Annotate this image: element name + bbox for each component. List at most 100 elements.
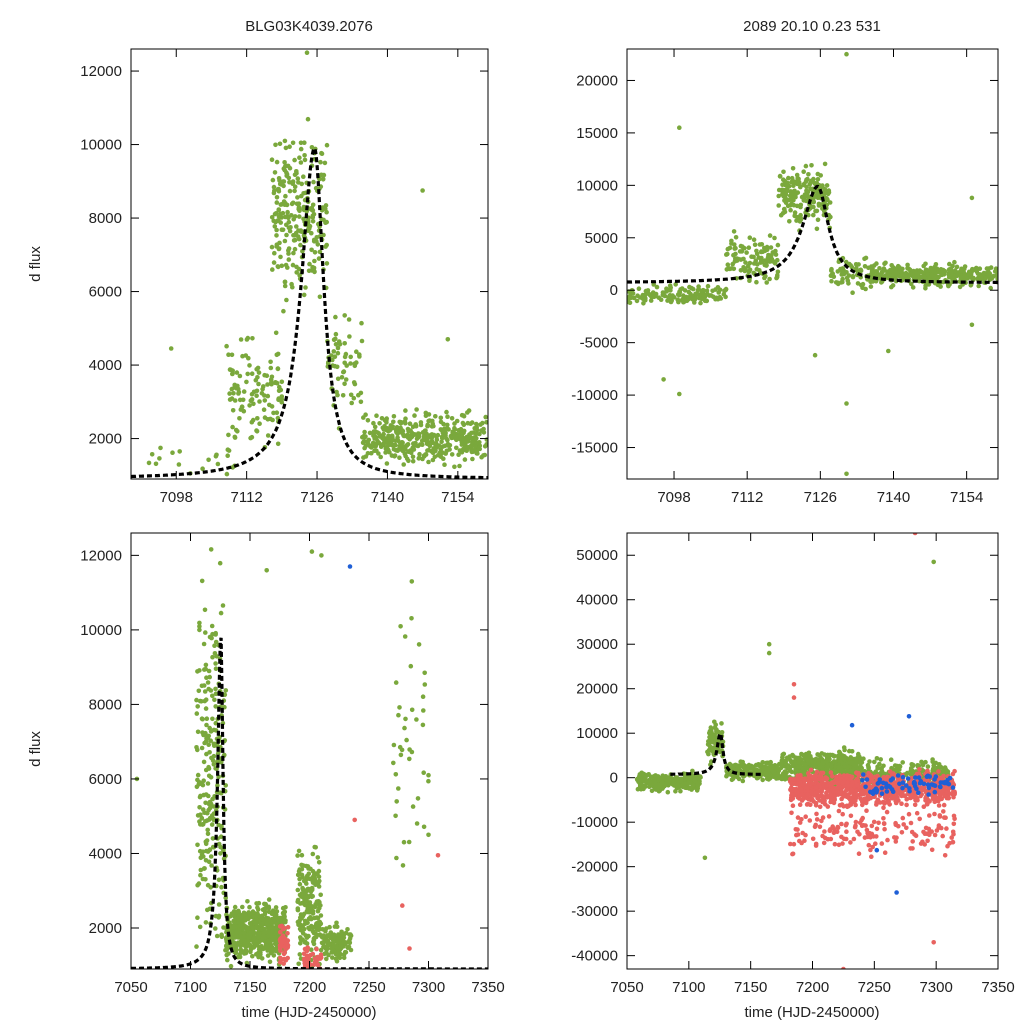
data-point xyxy=(780,755,785,760)
data-point xyxy=(298,935,303,940)
data-point xyxy=(789,769,795,775)
panel-top-left: 7098 7112 7126 7140 715420004000600080001000… xyxy=(80,48,489,506)
data-point xyxy=(265,382,270,387)
data-point xyxy=(203,877,208,882)
data-point xyxy=(391,446,397,452)
data-point xyxy=(229,929,234,934)
data-point xyxy=(669,293,674,299)
data-point xyxy=(202,866,207,871)
data-point xyxy=(332,924,338,929)
data-point xyxy=(900,760,905,765)
data-point xyxy=(261,384,266,389)
data-point xyxy=(783,760,788,766)
x-tick-label: 7350 xyxy=(471,979,504,996)
data-point xyxy=(850,273,856,279)
data-point xyxy=(705,749,710,755)
data-point xyxy=(407,421,413,427)
data-point xyxy=(682,288,688,293)
data-point xyxy=(195,669,200,674)
data-point xyxy=(791,183,796,188)
data-point xyxy=(674,785,680,791)
data-point xyxy=(767,276,772,282)
data-point xyxy=(268,947,274,953)
data-point xyxy=(830,774,835,779)
data-point xyxy=(917,767,922,772)
data-point xyxy=(256,947,262,952)
data-point xyxy=(472,444,478,449)
data-point xyxy=(733,235,739,240)
data-point xyxy=(276,397,281,403)
data-point xyxy=(285,924,291,930)
data-point xyxy=(278,387,284,393)
data-point xyxy=(218,851,223,856)
data-point xyxy=(290,180,296,185)
data-point xyxy=(858,764,863,770)
data-point xyxy=(342,313,348,318)
data-point xyxy=(342,381,347,387)
data-point xyxy=(281,308,286,314)
data-point xyxy=(309,885,315,891)
data-point xyxy=(282,918,288,923)
data-point xyxy=(298,242,303,248)
data-point xyxy=(794,172,800,178)
data-point xyxy=(284,297,289,303)
data-point xyxy=(835,280,840,286)
data-point xyxy=(297,208,302,214)
data-point xyxy=(345,927,350,932)
data-point xyxy=(688,291,693,297)
data-point xyxy=(213,704,218,709)
data-point xyxy=(868,284,874,289)
data-point xyxy=(780,189,785,195)
y-tick-label: 10000 xyxy=(80,137,122,154)
data-point xyxy=(244,337,250,342)
data-point xyxy=(776,187,782,193)
data-point xyxy=(757,242,763,247)
data-point xyxy=(905,262,910,268)
data-point xyxy=(814,769,820,775)
data-point xyxy=(933,760,938,766)
data-point xyxy=(203,630,208,635)
data-point xyxy=(207,750,212,755)
data-point xyxy=(225,447,231,453)
data-point xyxy=(465,410,470,415)
data-point xyxy=(269,215,275,220)
data-point xyxy=(308,907,313,913)
data-point xyxy=(284,232,289,238)
data-point xyxy=(211,804,217,809)
data-point xyxy=(306,871,312,876)
data-point xyxy=(916,763,922,768)
data-point xyxy=(230,424,235,430)
data-point-outlier xyxy=(309,549,315,554)
data-point xyxy=(392,453,398,458)
data-point xyxy=(314,932,320,938)
data-point-outlier xyxy=(445,337,451,342)
data-point xyxy=(696,284,701,289)
data-point xyxy=(274,195,280,200)
data-point xyxy=(348,932,353,937)
data-point xyxy=(203,841,209,847)
data-point xyxy=(286,257,292,262)
data-point xyxy=(941,767,946,773)
data-point xyxy=(371,420,376,426)
data-point xyxy=(231,910,237,916)
data-point xyxy=(280,179,286,184)
data-point xyxy=(786,183,792,189)
data-point xyxy=(292,157,297,163)
data-point xyxy=(908,272,913,277)
data-point xyxy=(249,371,255,377)
data-point xyxy=(283,163,288,169)
data-point xyxy=(229,934,235,939)
data-point xyxy=(995,272,998,278)
data-point xyxy=(262,901,267,907)
data-point xyxy=(302,939,308,945)
data-point xyxy=(396,712,401,718)
data-point xyxy=(627,300,633,306)
data-point xyxy=(324,950,329,955)
data-point xyxy=(654,284,660,290)
data-point xyxy=(343,930,349,936)
data-point xyxy=(831,800,837,806)
data-point xyxy=(781,751,787,757)
data-point xyxy=(176,462,182,467)
data-point xyxy=(207,799,213,805)
